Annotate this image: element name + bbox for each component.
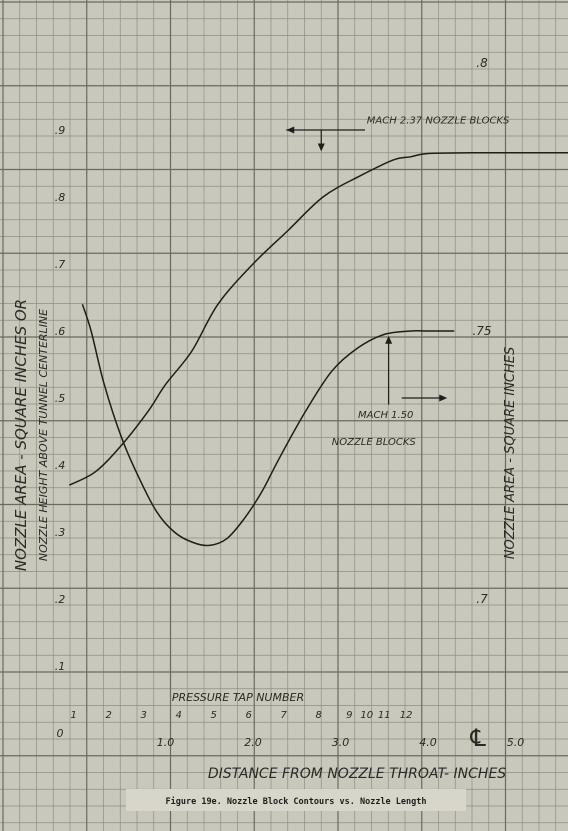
- annotation-label: MACH 2.37 NOZZLE BLOCKS: [367, 115, 510, 126]
- y-left-tick-label: 0: [57, 727, 64, 740]
- y-left-tick-label: .5: [55, 392, 66, 405]
- annotation-layer: MACH 2.37 NOZZLE BLOCKS MACH 1.50 NOZZLE B…: [286, 115, 510, 448]
- arrow-head: [385, 335, 393, 344]
- pressure-tap-number: 12: [400, 710, 413, 721]
- mach-1-50-curve: [81, 303, 455, 547]
- caption-box: [126, 789, 466, 811]
- pressure-tap-number: 1: [70, 710, 76, 721]
- y-right-tick-label: .8: [476, 56, 488, 70]
- y-left-tick-label: .3: [55, 526, 66, 539]
- y-right-tick-label: .75: [472, 324, 491, 338]
- arrow-head: [317, 143, 325, 152]
- pressure-tap-number: 7: [280, 710, 287, 721]
- annotation-label: MACH 1.50: [358, 410, 413, 421]
- annotation-label: NOZZLE BLOCKS: [332, 437, 417, 448]
- y-left-tick-label: .2: [55, 593, 66, 606]
- figure-caption: Figure 19e. Nozzle Block Contours vs. No…: [166, 796, 427, 807]
- x-tick-label: 5.0: [507, 736, 525, 749]
- pressure-tap-number: 2: [105, 710, 111, 721]
- x-tick-label: 2.0: [244, 736, 262, 749]
- y-axis-label-left-inner: NOZZLE HEIGHT ABOVE TUNNEL CENTERLINE: [37, 309, 50, 561]
- x-axis-label: DISTANCE FROM NOZZLE THROAT- INCHES: [208, 766, 506, 782]
- y-left-tick-label: .7: [55, 258, 66, 271]
- tick-labels: 0.1.2.3.4.5.6.7.8.9.7.75.8.851.02.03.04.…: [55, 56, 525, 749]
- pressure-tap-number: 5: [210, 710, 216, 721]
- pressure-tap-number: 8: [315, 710, 321, 721]
- y-right-tick-label: .7: [476, 592, 488, 606]
- y-axis-label-right: NOZZLE AREA - SQUARE INCHES: [503, 347, 518, 560]
- pressure-tap-number: 10: [360, 710, 373, 721]
- y-left-tick-label: .9: [55, 124, 66, 137]
- pressure-tap-number: 11: [378, 710, 391, 721]
- y-left-tick-label: .1: [55, 660, 66, 673]
- y-left-tick-label: .6: [55, 325, 66, 338]
- centerline-symbol: ℄: [467, 724, 489, 752]
- pressure-tap-number: 6: [245, 710, 251, 721]
- x-tick-label: 1.0: [157, 736, 175, 749]
- pressure-tap-number: 4: [175, 710, 181, 721]
- x-tick-label: 3.0: [332, 736, 350, 749]
- pressure-tap-number: 3: [140, 710, 146, 721]
- arrow-head: [286, 126, 295, 134]
- x-tick-label: 4.0: [419, 736, 437, 749]
- series-layer: [68, 152, 568, 547]
- pressure-tap-number: 9: [346, 710, 352, 721]
- pressure-tap-label: PRESSURE TAP NUMBER: [172, 691, 304, 704]
- arrow-head: [439, 394, 448, 402]
- y-left-tick-label: .4: [55, 459, 66, 472]
- y-axis-label-left-outer: NOZZLE AREA - SQUARE INCHES OR: [12, 299, 30, 571]
- y-left-tick-label: .8: [55, 191, 66, 204]
- mach-2-37-curve: [68, 152, 568, 486]
